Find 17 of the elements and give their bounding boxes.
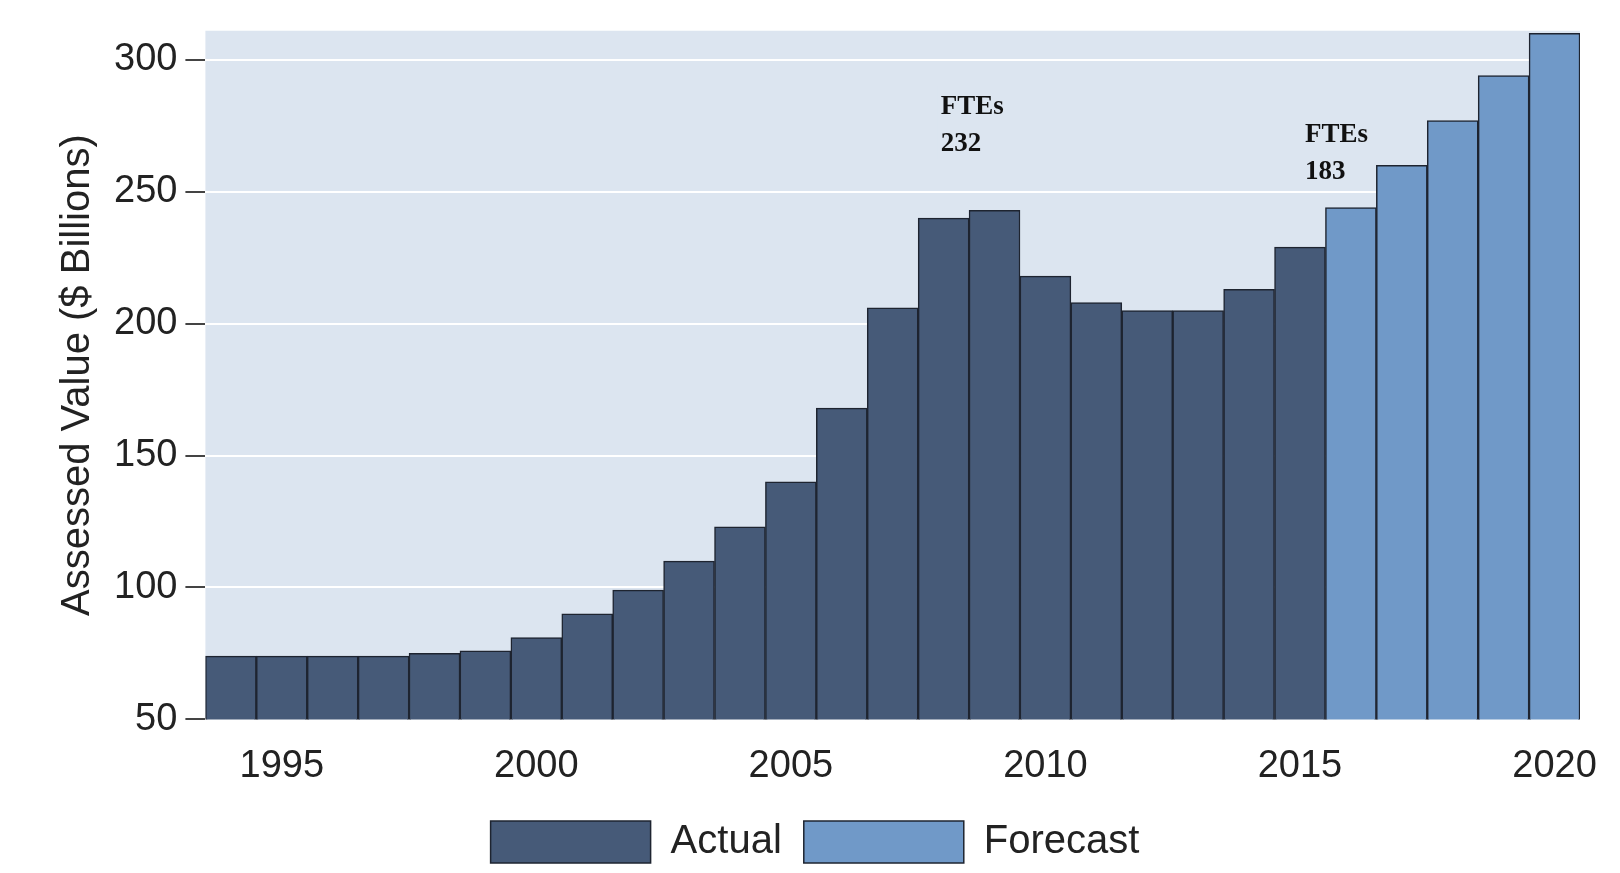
y-tick-label: 150 <box>114 432 178 475</box>
annotation: FTEs 183 <box>1305 117 1369 185</box>
legend-label: Forecast <box>983 817 1140 862</box>
y-tick-label: 50 <box>135 695 178 738</box>
y-tick-label: 300 <box>114 36 178 79</box>
y-tick-label: 250 <box>114 168 178 211</box>
y-tick-label: 200 <box>114 300 178 343</box>
x-tick-label: 2010 <box>1003 742 1088 785</box>
x-tick-label: 2015 <box>1257 742 1343 785</box>
x-tick-label: 2000 <box>494 742 579 785</box>
legend-label: Actual <box>670 817 782 862</box>
x-tick-label: 2020 <box>1512 742 1597 785</box>
x-tick-label: 1995 <box>239 742 325 785</box>
annotation: FTEs 232 <box>940 90 1004 158</box>
y-axis-title: Assessed Value ($ Billions) <box>53 134 98 616</box>
x-tick-label: 2005 <box>748 742 834 785</box>
y-tick-label: 100 <box>114 563 178 606</box>
